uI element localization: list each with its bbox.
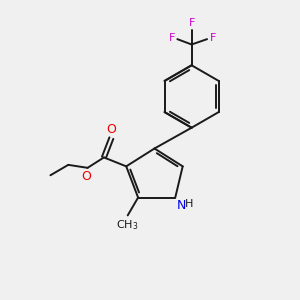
Text: CH$_3$: CH$_3$ [116,218,139,232]
Text: N: N [177,199,186,212]
Text: F: F [188,18,195,28]
Text: F: F [209,33,216,43]
Text: O: O [106,123,116,136]
Text: H: H [185,199,193,209]
Text: O: O [81,170,91,183]
Text: F: F [169,33,175,43]
